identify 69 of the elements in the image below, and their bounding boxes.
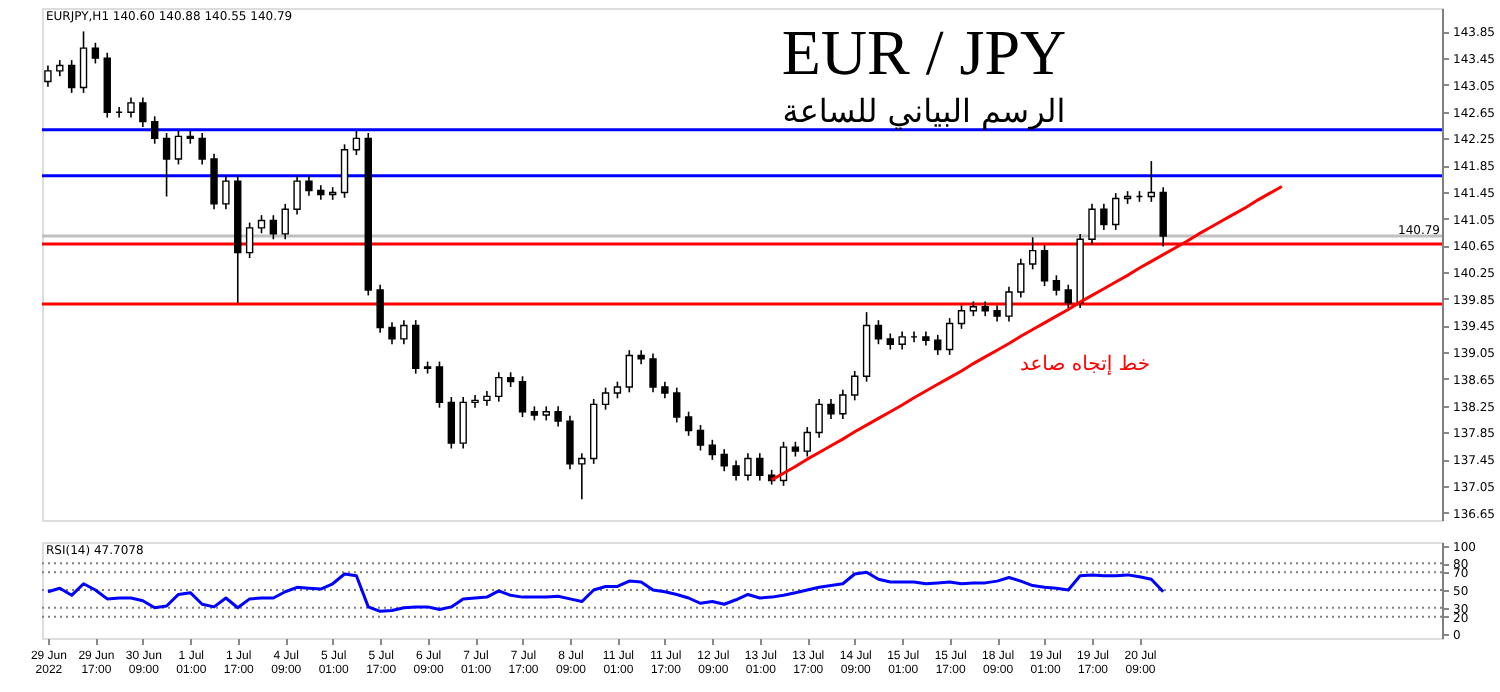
candlestick xyxy=(673,386,681,424)
candlestick xyxy=(898,330,906,351)
candlestick xyxy=(1028,236,1037,271)
candlestick xyxy=(578,452,586,501)
candlestick xyxy=(625,349,633,394)
candlestick xyxy=(376,283,384,334)
line-series xyxy=(46,570,1165,613)
candlestick xyxy=(874,319,883,346)
candlestick xyxy=(1005,285,1013,323)
candlestick xyxy=(269,214,278,241)
candlestick xyxy=(945,317,954,356)
candlestick xyxy=(827,398,835,420)
candlestick xyxy=(495,371,503,403)
candlestick xyxy=(471,394,479,409)
candlestick xyxy=(44,64,52,88)
candlestick xyxy=(815,398,823,439)
candlestick xyxy=(162,132,171,198)
candlestick xyxy=(210,152,218,210)
candlestick xyxy=(388,321,396,346)
candlestick xyxy=(957,304,966,330)
candlestick xyxy=(732,459,740,482)
candlestick xyxy=(1159,186,1167,248)
candlestick xyxy=(1088,203,1096,246)
candlestick xyxy=(1100,203,1108,231)
chart-title: EUR / JPY xyxy=(781,16,1067,88)
candlestick xyxy=(79,30,88,94)
candlestick xyxy=(554,405,562,428)
annotation: خط إتجاه صاعد xyxy=(1019,354,1151,376)
candlestick xyxy=(459,396,467,450)
candlestick xyxy=(1017,257,1025,299)
candlestick xyxy=(222,174,230,210)
candlestick xyxy=(257,214,266,235)
candlestick xyxy=(1052,274,1061,297)
candlestick xyxy=(566,414,574,470)
candlestick xyxy=(696,424,705,452)
candlestick xyxy=(305,174,313,197)
candlestick xyxy=(720,448,728,473)
candlestick xyxy=(127,96,135,119)
candlestick xyxy=(67,59,76,94)
candlestick xyxy=(447,396,456,450)
candlestick xyxy=(198,132,206,166)
candlestick xyxy=(1112,192,1120,231)
candlestick xyxy=(708,438,717,461)
candlestick xyxy=(352,130,361,156)
candlestick xyxy=(151,115,159,145)
candlestick xyxy=(340,143,349,199)
candlestick xyxy=(684,410,693,437)
candlestick xyxy=(139,96,147,128)
candlestick xyxy=(851,370,859,402)
candlestick xyxy=(281,203,289,241)
text: الرسم البياني للساعة xyxy=(782,92,1066,130)
candlestick xyxy=(1040,244,1049,287)
candlestick xyxy=(412,319,420,375)
candlestick xyxy=(245,221,254,259)
candlestick xyxy=(601,386,610,411)
candlestick xyxy=(744,452,752,482)
candlestick xyxy=(1064,283,1072,309)
candlestick xyxy=(400,319,408,346)
candlestick xyxy=(91,41,100,65)
candlestick xyxy=(649,352,657,394)
candlestick xyxy=(839,388,847,420)
candlestick xyxy=(293,174,301,216)
candlestick xyxy=(756,452,764,482)
candlestick xyxy=(518,375,527,418)
candlestick xyxy=(435,360,444,409)
candlestick xyxy=(174,130,183,166)
candlestick xyxy=(1147,160,1156,203)
candlestick xyxy=(934,334,942,356)
candlestick xyxy=(803,426,811,458)
